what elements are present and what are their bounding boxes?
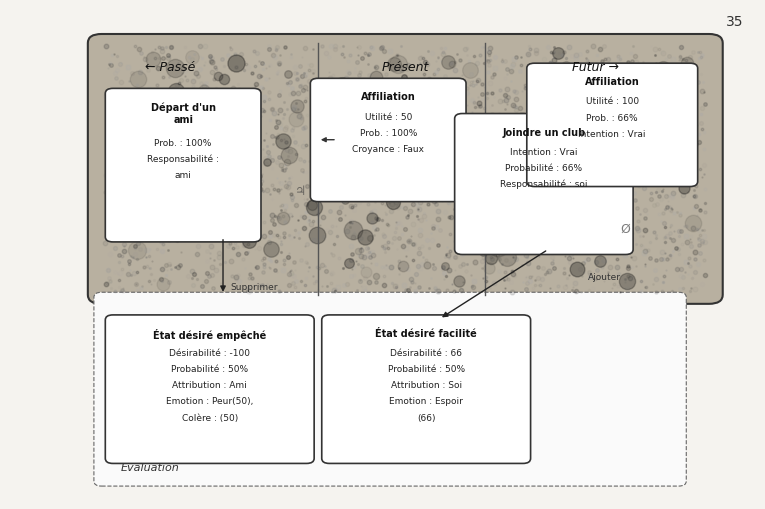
Text: Attribution : Soi: Attribution : Soi: [391, 381, 462, 390]
Text: Attribution : Ami: Attribution : Ami: [172, 381, 247, 390]
Text: Intention : Vrai: Intention : Vrai: [510, 148, 578, 157]
Text: Intention : Vrai: Intention : Vrai: [578, 130, 646, 138]
Text: Prob. : 100%: Prob. : 100%: [155, 139, 212, 148]
FancyBboxPatch shape: [94, 292, 686, 486]
Text: Utilité : 50: Utilité : 50: [364, 112, 412, 122]
Text: Probabilité : 66%: Probabilité : 66%: [506, 164, 582, 173]
Text: Responsabilité : soi: Responsabilité : soi: [500, 180, 588, 189]
Text: Évaluation: Évaluation: [121, 464, 179, 473]
Text: Responsabilité :: Responsabilité :: [147, 155, 219, 164]
Text: Utilité : 100: Utilité : 100: [586, 97, 639, 106]
FancyBboxPatch shape: [106, 89, 261, 242]
FancyBboxPatch shape: [454, 114, 633, 255]
Text: Croyance : Faux: Croyance : Faux: [352, 145, 425, 154]
Text: Départ d'un
ami: Départ d'un ami: [151, 102, 216, 125]
Text: Futur →: Futur →: [571, 61, 619, 74]
Text: Joindre un club: Joindre un club: [503, 128, 585, 137]
Text: Affiliation: Affiliation: [585, 77, 640, 87]
Text: Désirabilité : -100: Désirabilité : -100: [169, 349, 250, 358]
FancyBboxPatch shape: [527, 63, 698, 186]
Text: Supprimer: Supprimer: [230, 282, 278, 292]
Text: Affiliation: Affiliation: [361, 93, 415, 102]
Text: Colère : (50): Colère : (50): [181, 414, 238, 422]
Text: Ø: Ø: [620, 223, 630, 236]
Text: Désirabilité : 66: Désirabilité : 66: [390, 349, 462, 358]
Text: Emotion : Peur(50),: Emotion : Peur(50),: [166, 398, 253, 407]
Text: Probabilité : 50%: Probabilité : 50%: [388, 365, 464, 374]
FancyBboxPatch shape: [322, 315, 531, 463]
Text: Présent: Présent: [382, 61, 429, 74]
Text: État désiré facilité: État désiré facilité: [376, 329, 477, 339]
Text: (66): (66): [417, 414, 435, 422]
FancyBboxPatch shape: [106, 315, 314, 463]
Text: ♃: ♃: [295, 185, 306, 198]
Text: Prob. : 66%: Prob. : 66%: [587, 114, 638, 123]
Text: Prob. : 100%: Prob. : 100%: [360, 129, 417, 137]
Text: 35: 35: [726, 15, 744, 30]
Text: ami: ami: [174, 171, 191, 180]
Text: Emotion : Espoir: Emotion : Espoir: [389, 398, 463, 407]
Text: Probabilité : 50%: Probabilité : 50%: [171, 365, 249, 374]
Text: ← Passé: ← Passé: [145, 61, 195, 74]
Text: État désiré empêché: État désiré empêché: [153, 329, 266, 341]
FancyBboxPatch shape: [311, 78, 466, 202]
FancyBboxPatch shape: [88, 34, 723, 304]
Text: Ajouter: Ajouter: [588, 273, 620, 281]
